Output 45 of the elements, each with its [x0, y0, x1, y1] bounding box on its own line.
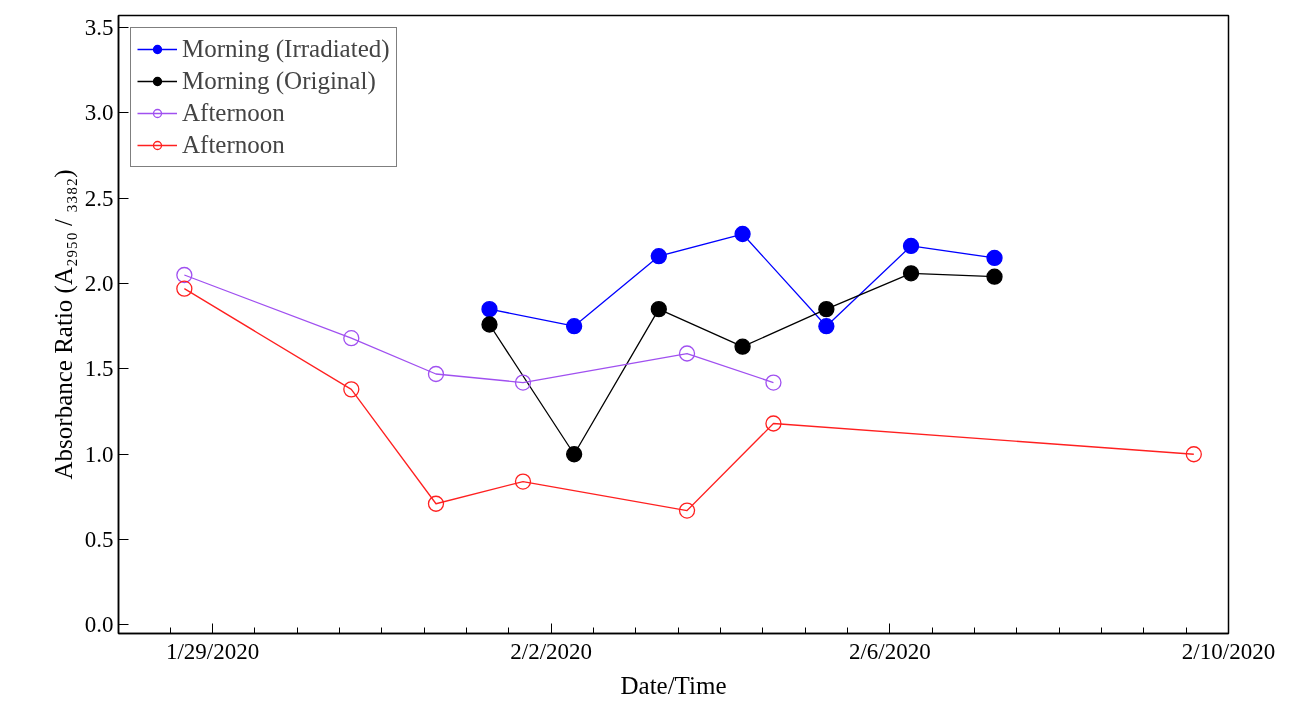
- point: [902, 237, 920, 255]
- x-tick-label: 2/10/2020: [1181, 638, 1276, 664]
- point: [514, 473, 532, 490]
- point: [765, 415, 782, 432]
- point: [481, 316, 498, 333]
- y-tick-label: 1.5: [84, 356, 114, 382]
- x-tick-label: 2/6/2020: [848, 638, 931, 664]
- y-tick-label: 2.0: [84, 271, 114, 297]
- point: [427, 365, 445, 383]
- point: [514, 374, 532, 391]
- point: [481, 301, 498, 318]
- y-axis-title: Absorbance Ratio (A₂₉₅₀ / ₃₃₈₂): [49, 169, 78, 480]
- y-tick-label: 3.0: [84, 100, 114, 126]
- point: [176, 266, 193, 284]
- y-tick-label: 0.5: [84, 527, 114, 553]
- point: [734, 338, 751, 355]
- legend-label: Afternoon: [182, 130, 285, 160]
- point: [565, 318, 583, 335]
- point: [986, 268, 1003, 285]
- y-tick-label: 3.5: [84, 14, 114, 40]
- legend-label: Afternoon: [182, 98, 285, 128]
- x-tick-label: 1/29/2020: [165, 638, 260, 664]
- point: [678, 345, 696, 362]
- point: [176, 280, 193, 297]
- x-tick-label: 2/2/2020: [510, 638, 593, 664]
- point: [818, 318, 835, 335]
- point: [343, 381, 360, 398]
- point: [734, 225, 751, 243]
- y-tick-label: 1.0: [84, 441, 114, 467]
- point: [427, 495, 445, 512]
- point: [818, 301, 835, 318]
- legend-label: Morning (Irradiated): [182, 34, 390, 64]
- legend-label: Morning (Original): [182, 66, 376, 96]
- point: [565, 446, 583, 463]
- y-tick-label: 0.0: [84, 612, 114, 638]
- point: [678, 502, 696, 519]
- point: [343, 330, 360, 347]
- y-tick-label: 2.5: [84, 185, 114, 211]
- point: [650, 248, 667, 265]
- point: [765, 374, 782, 391]
- point: [986, 249, 1003, 267]
- point: [902, 265, 920, 282]
- point: [1185, 446, 1202, 463]
- x-axis-title: Date/Time: [620, 671, 727, 699]
- point: [650, 301, 667, 318]
